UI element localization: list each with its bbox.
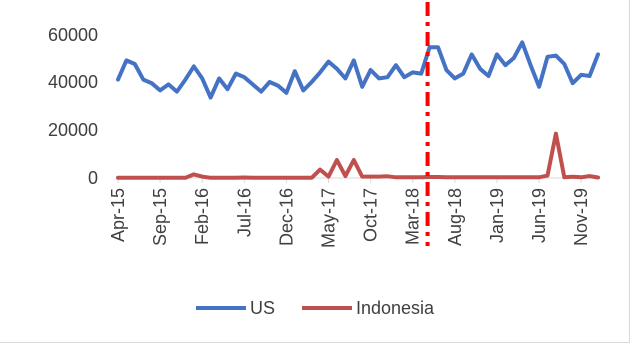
legend: US Indonesia (196, 298, 435, 318)
x-tick-labels: Apr-15 Sep-15 Feb-16 Jul-16 Dec-16 May-17 Oct-… (108, 188, 591, 248)
y-tick-label: 20000 (48, 120, 98, 140)
y-axis-labels: 60000 40000 20000 0 (48, 25, 98, 188)
x-tick-label: Jan-19 (487, 188, 507, 243)
x-tick-label: Nov-19 (571, 188, 591, 246)
y-tick-label: 0 (88, 168, 98, 188)
x-tick-label: Jun-19 (529, 188, 549, 243)
series-line-indonesia (116, 131, 600, 180)
legend-label-indonesia: Indonesia (356, 298, 435, 318)
x-tick-label: Aug-18 (445, 188, 465, 246)
y-tick-label: 40000 (48, 72, 98, 92)
x-tick-label: Oct-17 (361, 188, 381, 242)
x-tick-label: Dec-16 (276, 188, 296, 246)
series-line-us (116, 40, 600, 100)
legend-label-us: US (250, 298, 275, 318)
y-tick-label: 60000 (48, 25, 98, 45)
series-layer (116, 40, 600, 180)
x-tick-label: May-17 (319, 188, 339, 248)
x-tick-label: Apr-15 (108, 188, 128, 242)
x-tick-label: Mar-18 (403, 188, 423, 245)
x-tick-label: Jul-16 (234, 188, 254, 237)
x-tick-label: Feb-16 (192, 188, 212, 245)
x-tick-label: Sep-15 (150, 188, 170, 246)
